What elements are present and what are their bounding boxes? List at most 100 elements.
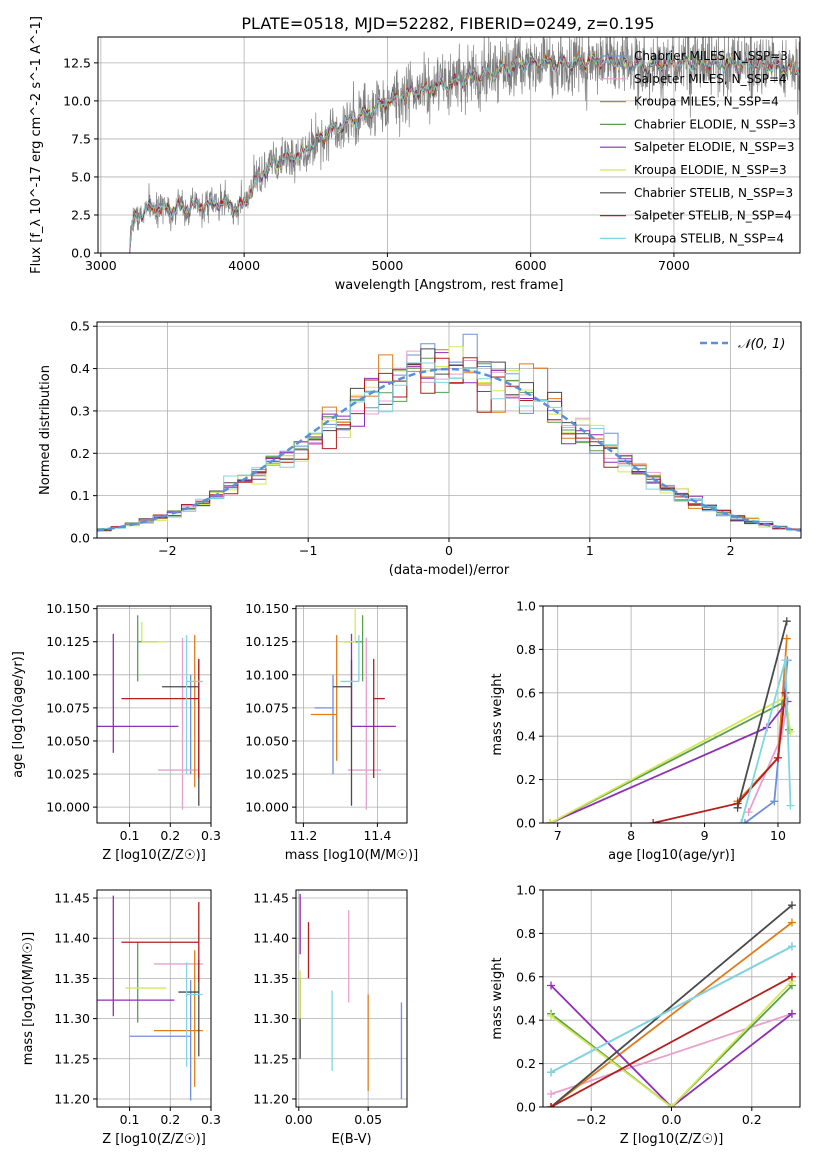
y-tick-label: 10.0 [63,93,91,108]
y-tick-label: 11.40 [54,931,90,946]
x-tick-label: 0 [445,543,453,558]
y-tick-label: 0.6 [516,969,536,984]
legend-label: Kroupa ELODIE, N_SSP=3 [634,163,787,177]
mass-weight-marker [547,1068,556,1077]
legend-label: Kroupa STELIB, N_SSP=4 [634,231,784,245]
age-vs-mass-plot: 11.2 11.4 10.000 10.025 10.050 10.075 10.100 10… [245,601,418,863]
y-tick-label: 1.0 [516,883,536,898]
mass-weight-marker [649,819,658,823]
mass-weight-marker [770,797,779,806]
mass-weight-marker [547,1011,556,1020]
x-axis-label: Z [log10(Z/Z☉)] [102,1132,206,1147]
x-tick-label: 0.2 [160,828,180,843]
y-tick-label: 0.1 [70,488,90,503]
y-tick-label: 10.000 [245,800,289,815]
spectrum-legend: Chabrier MILES, N_SSP=3 Salpeter MILES, N… [600,49,796,245]
plot-area [310,608,396,810]
mass-weight-line [652,692,787,823]
axes-frame [295,889,408,1108]
error-bar-point [373,658,385,779]
x-axis-label: Z [log10(Z/Z☉)] [102,848,206,863]
x-axis-label: wavelength [Angstrom, rest frame] [335,278,564,293]
y-tick-label: 10.125 [245,634,289,649]
y-tick-label: 11.45 [253,891,289,906]
residual-histogram [97,362,801,531]
mass-weight-line [550,904,793,1107]
error-bar-point [347,637,382,810]
legend-label: Salpeter MILES, N_SSP=4 [634,72,787,86]
axes-frame [96,889,212,1108]
x-tick-label: 7000 [658,258,690,273]
y-axis-label: mass weight [490,957,505,1039]
legend-label: Chabrier STELIB, N_SSP=3 [634,186,793,200]
x-tick-label: 2 [727,543,735,558]
error-bar-point [340,635,360,683]
mass-weight-marker [740,819,749,823]
normal-reference-curve [97,367,801,532]
y-axis-label: mass weight [490,673,505,755]
legend-label: Salpeter STELIB, N_SSP=4 [634,209,792,223]
x-tick-label: 11.2 [289,828,317,843]
axes-frame [542,605,801,824]
x-tick-label: 3000 [85,258,117,273]
residual-histogram-plot: −2 −1 0 1 2 0.0 0.1 0.2 0.3 0.4 0.5 (data-model)/er… [38,319,802,578]
mass-weight-line [550,984,793,1107]
mass-vs-metallicity-plot: 0.1 0.2 0.3 11.20 11.25 11.30 11.35 11.40 11.45 Z… [21,889,221,1147]
mass-weight-vs-age-plot: 7 8 9 10 0.0 0.2 0.4 0.6 0.8 1.0 age [log10(age/yr… [490,599,801,863]
error-bar-point [185,635,203,775]
x-tick-label: 0.1 [120,1112,140,1127]
mass-weight-marker [547,1103,556,1107]
mass-weight-line [550,945,793,1074]
y-tick-label: 1.0 [516,599,536,614]
observed-spectrum [129,37,800,247]
legend-label: Chabrier MILES, N_SSP=3 [634,49,788,63]
plot-area [299,894,403,1099]
y-axis-label: mass [log10(M/M☉)] [21,932,36,1065]
mass-weight-marker [782,634,791,643]
y-tick-label: 10.075 [46,700,90,715]
error-bar-point [97,633,179,753]
x-axis-label: mass [log10(M/M☉)] [285,848,418,863]
y-tick-label: 11.40 [253,931,289,946]
legend-label: Chabrier ELODIE, N_SSP=3 [634,117,796,131]
spectrum-plot: 3000 4000 5000 6000 7000 0.0 2.5 5.0 7.5 10.0 12.5… [29,16,801,293]
y-tick-label: 0.0 [71,246,91,261]
plot-area [97,333,801,532]
x-tick-label: −2 [158,543,176,558]
error-bar-point [121,658,200,779]
y-tick-label: 2.5 [71,207,91,222]
mass-weight-marker [667,1103,676,1107]
error-bar-point [340,608,356,643]
plot-area [97,895,203,1101]
y-tick-label: 5.0 [71,169,91,184]
legend-label: Kroupa MILES, N_SSP=4 [634,95,779,109]
x-tick-label: 0.3 [201,1112,221,1127]
y-tick-label: 11.30 [54,1011,90,1026]
error-bar-point [314,674,334,775]
mass-weight-marker [787,918,796,927]
y-tick-label: 11.25 [253,1051,289,1066]
y-tick-label: 10.000 [46,800,90,815]
x-axis-label: age [log10(age/yr)] [608,848,735,863]
x-tick-label: 0.1 [120,828,140,843]
y-tick-label: 0.5 [70,319,90,334]
axes-frame [97,36,801,254]
x-tick-label: 7 [554,828,562,843]
mass-weight-line [736,620,788,809]
legend-label: 𝒩(0, 1) [738,337,785,352]
mass-weight-marker [547,1089,556,1098]
mass-weight-marker [546,819,555,823]
mass-weight-marker [787,1009,796,1018]
mass-weight-vs-metallicity-plot: −0.2 0.0 0.2 0.0 0.2 0.4 0.6 0.8 1.0 Z [log10(Z/Z… [490,883,801,1147]
plot-area [97,615,203,810]
y-tick-label: 11.45 [54,891,90,906]
x-tick-label: 11.4 [363,828,391,843]
plot-area [129,37,800,253]
mass-weight-marker [787,942,796,951]
y-tick-label: 0.6 [516,685,536,700]
mass-weight-marker [744,808,753,817]
y-tick-label: 0.2 [516,1056,536,1071]
model-spectrum [129,53,800,251]
y-tick-label: 11.35 [54,971,90,986]
